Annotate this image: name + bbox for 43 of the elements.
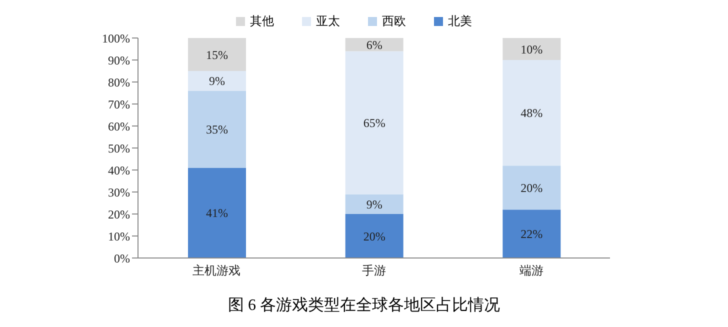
bar <box>345 38 404 52</box>
y-tick-label: 50% <box>108 141 130 156</box>
legend-label: 亚太 <box>315 13 340 30</box>
bar <box>188 168 246 258</box>
bar <box>345 51 404 194</box>
legend-label: 其他 <box>249 13 274 30</box>
data-label: 20% <box>363 229 386 244</box>
bar <box>188 71 246 91</box>
data-label: 48% <box>520 106 543 120</box>
y-tick-label: 100% <box>102 31 130 46</box>
legend-label: 北美 <box>447 13 472 30</box>
legend-label: 西欧 <box>381 13 406 30</box>
text: 图 6 各游戏类型在全球各地区占比情况 <box>227 296 501 316</box>
y-tick-label: 30% <box>108 185 130 200</box>
data-label: 65% <box>363 116 386 130</box>
data-label: 35% <box>206 122 228 137</box>
y-tick-label: 80% <box>108 75 130 90</box>
y-tick-label: 60% <box>108 119 130 134</box>
y-tick-label: 90% <box>108 53 130 68</box>
y-tick-label: 0% <box>114 251 130 266</box>
bar <box>502 60 561 166</box>
x-tick-label: 主机游戏 <box>192 264 241 278</box>
data-label: 6% <box>366 38 382 52</box>
data-label: 20% <box>520 180 543 195</box>
bar <box>188 90 246 168</box>
data-label: 41% <box>206 206 228 220</box>
y-tick-label: 70% <box>108 97 130 112</box>
bar <box>502 166 561 210</box>
y-tick-label: 20% <box>108 207 130 222</box>
bar <box>345 214 404 258</box>
bar <box>188 38 246 71</box>
bar <box>502 38 561 60</box>
bar <box>502 210 561 258</box>
x-tick-label: 端游 <box>519 264 544 278</box>
data-label: 9% <box>209 74 225 88</box>
data-label: 15% <box>206 48 228 62</box>
y-tick-label: 40% <box>108 163 130 178</box>
data-label: 22% <box>520 227 543 242</box>
y-tick-label: 10% <box>108 229 130 244</box>
x-tick-label: 手游 <box>362 264 386 278</box>
data-label: 10% <box>520 42 543 56</box>
data-label: 9% <box>366 197 382 212</box>
bar <box>345 194 404 214</box>
